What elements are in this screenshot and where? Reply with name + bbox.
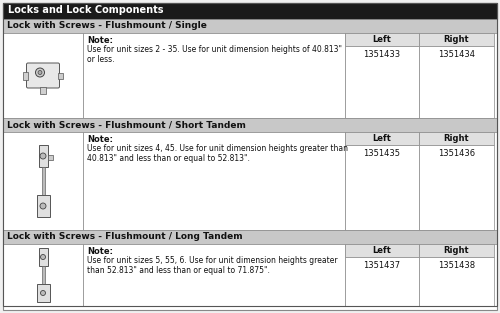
Bar [23, 71, 28, 80]
Text: Right: Right [444, 246, 469, 255]
Bar [36, 195, 50, 217]
Bar [3, 118, 497, 132]
Text: 1351437: 1351437 [364, 261, 401, 270]
Text: Left: Left [372, 246, 392, 255]
Bar [419, 257, 494, 306]
Bar [58, 73, 63, 79]
Bar [3, 33, 83, 118]
Bar [83, 33, 345, 118]
Text: Right: Right [444, 134, 469, 143]
Circle shape [40, 290, 46, 295]
Text: Note:: Note: [87, 135, 113, 144]
Bar [345, 33, 419, 46]
Text: Use for unit sizes 4, 45. Use for unit dimension heights greater than
40.813" an: Use for unit sizes 4, 45. Use for unit d… [87, 144, 348, 163]
Text: 1351438: 1351438 [438, 261, 475, 270]
Bar [38, 145, 48, 167]
Bar [3, 19, 497, 33]
Bar [419, 145, 494, 230]
Circle shape [38, 70, 42, 74]
Bar [419, 244, 494, 257]
Bar [419, 33, 494, 46]
Text: Left: Left [372, 134, 392, 143]
Text: Note:: Note: [87, 36, 113, 45]
Bar [42, 167, 44, 195]
Text: Right: Right [444, 35, 469, 44]
Bar [419, 46, 494, 118]
Text: 1351434: 1351434 [438, 50, 475, 59]
Text: Lock with Screws - Flushmount / Short Tandem: Lock with Screws - Flushmount / Short Ta… [7, 120, 246, 129]
Text: Locks and Lock Components: Locks and Lock Components [8, 5, 164, 15]
Text: Left: Left [372, 35, 392, 44]
Bar [345, 132, 419, 145]
Bar [83, 244, 345, 306]
Text: 1351435: 1351435 [364, 149, 401, 158]
FancyBboxPatch shape [26, 63, 60, 88]
Bar [345, 244, 419, 257]
Text: Note:: Note: [87, 247, 113, 256]
Circle shape [40, 254, 46, 259]
Text: 1351433: 1351433 [364, 50, 401, 59]
Bar [3, 3, 497, 19]
Bar [36, 284, 50, 302]
Text: Lock with Screws - Flushmount / Single: Lock with Screws - Flushmount / Single [7, 21, 207, 30]
Bar [40, 86, 46, 94]
Bar [38, 248, 48, 266]
Bar [419, 132, 494, 145]
Bar [3, 230, 497, 244]
Bar [345, 46, 419, 118]
Circle shape [36, 68, 44, 77]
Bar [345, 257, 419, 306]
Circle shape [40, 203, 46, 209]
Bar [42, 266, 44, 284]
Bar [345, 145, 419, 230]
Text: Use for unit sizes 5, 55, 6. Use for unit dimension heights greater
than 52.813": Use for unit sizes 5, 55, 6. Use for uni… [87, 256, 338, 275]
Bar [3, 244, 83, 306]
Bar [3, 132, 83, 230]
Text: Use for unit sizes 2 - 35. Use for unit dimension heights of 40.813"
or less.: Use for unit sizes 2 - 35. Use for unit … [87, 45, 342, 64]
Bar [83, 132, 345, 230]
Text: Lock with Screws - Flushmount / Long Tandem: Lock with Screws - Flushmount / Long Tan… [7, 232, 242, 241]
Text: 1351436: 1351436 [438, 149, 475, 158]
Circle shape [40, 153, 46, 159]
Bar [48, 155, 52, 160]
